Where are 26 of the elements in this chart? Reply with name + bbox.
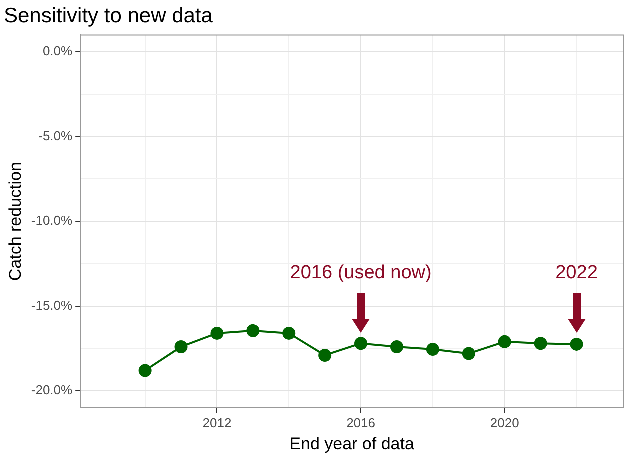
y-tick-label: -15.0% — [31, 298, 74, 313]
annotation: 2022 — [556, 262, 598, 284]
point — [174, 340, 188, 354]
point — [210, 326, 224, 340]
point — [534, 337, 548, 350]
x-tick-label: 2012 — [202, 415, 232, 430]
y-tick-label: -10.0% — [31, 213, 74, 228]
point — [354, 337, 368, 350]
point — [426, 343, 440, 356]
point — [138, 364, 152, 378]
y-tick-label: 0.0% — [42, 44, 74, 59]
y-axis-title: Catch reduction — [6, 162, 25, 282]
point — [498, 335, 512, 348]
y-tick-label: -20.0% — [31, 382, 74, 398]
chart-title: Sensitivity to new data — [4, 4, 214, 28]
x-tick-label: 2020 — [490, 415, 520, 430]
point — [246, 324, 260, 338]
point — [462, 347, 476, 360]
point — [318, 348, 332, 362]
x-axis-title: End year of data — [290, 434, 415, 454]
point — [570, 338, 584, 351]
point — [390, 340, 404, 354]
x-tick-label: 2016 — [346, 415, 376, 430]
point — [282, 326, 296, 340]
annotation: 2016 (used now) — [290, 262, 432, 284]
y-tick-label: -5.0% — [38, 128, 74, 144]
